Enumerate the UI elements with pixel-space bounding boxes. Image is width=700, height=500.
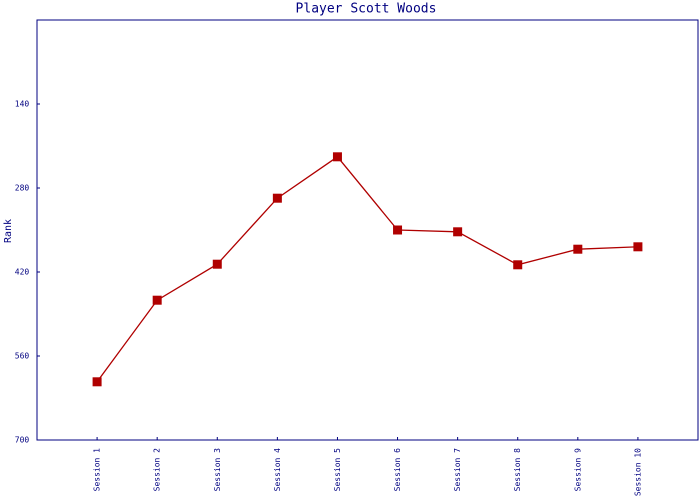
- x-tick-label: Session 5: [333, 448, 342, 492]
- x-tick-label: Session 1: [93, 448, 102, 492]
- data-point: [212, 259, 222, 269]
- data-point: [513, 260, 523, 270]
- x-tick-label: Session 10: [633, 448, 642, 496]
- data-point: [573, 244, 583, 254]
- y-tick-label: 700: [15, 436, 30, 445]
- x-tick-label: Session 3: [213, 448, 222, 492]
- y-tick-label: 140: [15, 100, 30, 109]
- x-tick-label: Session 6: [393, 448, 402, 492]
- x-tick-label: Session 7: [453, 448, 462, 492]
- data-point: [633, 242, 643, 252]
- chart-title: Player Scott Woods: [296, 2, 437, 17]
- data-point: [92, 377, 102, 387]
- x-tick-label: Session 9: [573, 448, 582, 492]
- plot-frame: [36, 19, 699, 441]
- series-line: [96, 155, 638, 383]
- data-point: [332, 152, 342, 162]
- x-tick-label: Session 4: [273, 448, 282, 492]
- data-point: [393, 225, 403, 235]
- data-point: [453, 227, 463, 237]
- y-tick-label: 420: [15, 268, 30, 277]
- x-tick-label: Session 8: [513, 448, 522, 492]
- y-axis-label: Rank: [3, 219, 14, 243]
- y-tick-label: 560: [15, 352, 30, 361]
- x-tick-label: Session 2: [153, 448, 162, 492]
- y-tick-label: 280: [15, 184, 30, 193]
- data-point: [272, 193, 282, 203]
- data-point: [152, 295, 162, 305]
